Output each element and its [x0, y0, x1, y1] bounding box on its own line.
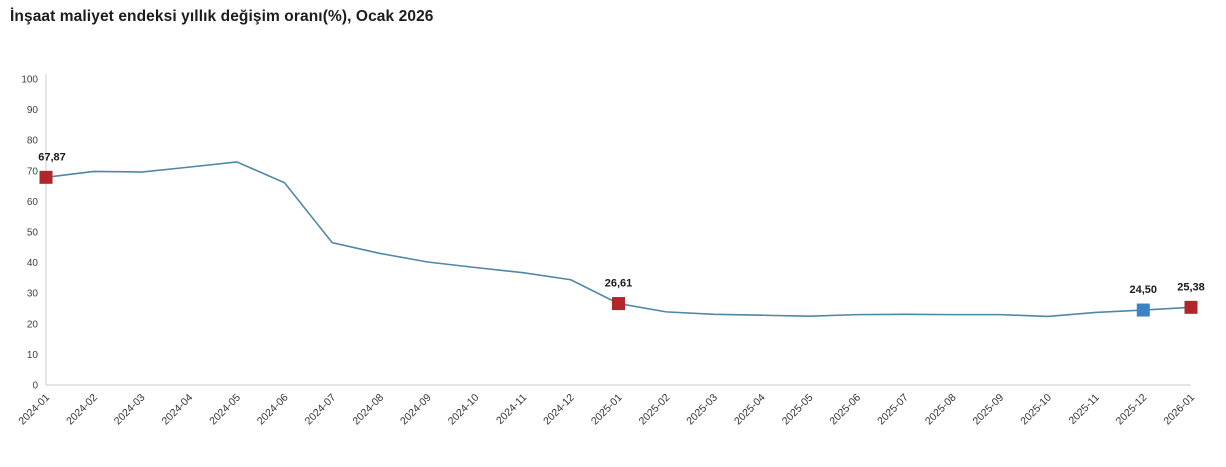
data-point-marker[interactable]: [1136, 303, 1150, 317]
x-tick-label: 2025-12: [1114, 392, 1150, 428]
x-tick-label: 2024-12: [541, 392, 577, 428]
x-tick-label: 2024-04: [160, 392, 196, 428]
x-tick-label: 2025-09: [971, 392, 1007, 428]
data-point-marker[interactable]: [612, 297, 625, 311]
series-line: [45, 161, 1192, 318]
data-point-label: 24,50: [1130, 284, 1158, 296]
x-tick-label: 2025-02: [637, 392, 673, 428]
x-tick-label: 2024-09: [398, 392, 434, 428]
y-tick-label: 10: [27, 350, 39, 361]
y-tick-label: 0: [32, 381, 38, 392]
x-tick-label: 2024-11: [494, 392, 529, 427]
x-tick-label: 2025-10: [1018, 392, 1054, 428]
x-tick-label: 2024-05: [207, 392, 243, 428]
y-tick-label: 100: [21, 75, 38, 86]
y-tick-label: 40: [27, 258, 39, 269]
x-tick-label: 2025-06: [827, 392, 863, 428]
x-tick-label: 2025-05: [780, 392, 816, 428]
x-tick-label: 2025-03: [684, 392, 720, 428]
x-tick-label: 2025-07: [875, 392, 911, 428]
x-tick-label: 2025-01: [589, 392, 625, 428]
y-tick-label: 30: [27, 289, 39, 300]
data-point-marker[interactable]: [39, 170, 53, 184]
x-tick-label: 2025-11: [1067, 392, 1102, 427]
x-tick-label: 2024-08: [350, 392, 386, 428]
x-tick-label: 2024-02: [64, 392, 100, 428]
data-point-label: 25,38: [1177, 281, 1205, 293]
data-point-label: 26,61: [605, 278, 633, 290]
x-tick-label: 2024-06: [255, 392, 291, 428]
x-tick-label: 2025-04: [732, 392, 768, 428]
x-tick-label: 2025-08: [923, 392, 959, 428]
chart-title: İnşaat maliyet endeksi yıllık değişim or…: [10, 8, 434, 25]
y-tick-label: 70: [27, 166, 39, 177]
axes: [45, 74, 1191, 386]
y-tick-label: 60: [27, 197, 39, 208]
x-tick-label: 2026-01: [1161, 392, 1197, 428]
y-tick-label: 80: [27, 136, 39, 147]
y-tick-label: 50: [27, 228, 39, 239]
x-tick-label: 2024-03: [112, 392, 148, 428]
data-point-label: 67,87: [38, 151, 66, 163]
y-tick-label: 20: [27, 319, 39, 330]
x-tick-label: 2024-01: [16, 392, 52, 428]
x-tick-label: 2024-07: [303, 392, 339, 428]
x-tick-label: 2024-10: [446, 392, 482, 428]
data-point-marker[interactable]: [1184, 300, 1198, 314]
y-tick-label: 90: [27, 105, 39, 116]
